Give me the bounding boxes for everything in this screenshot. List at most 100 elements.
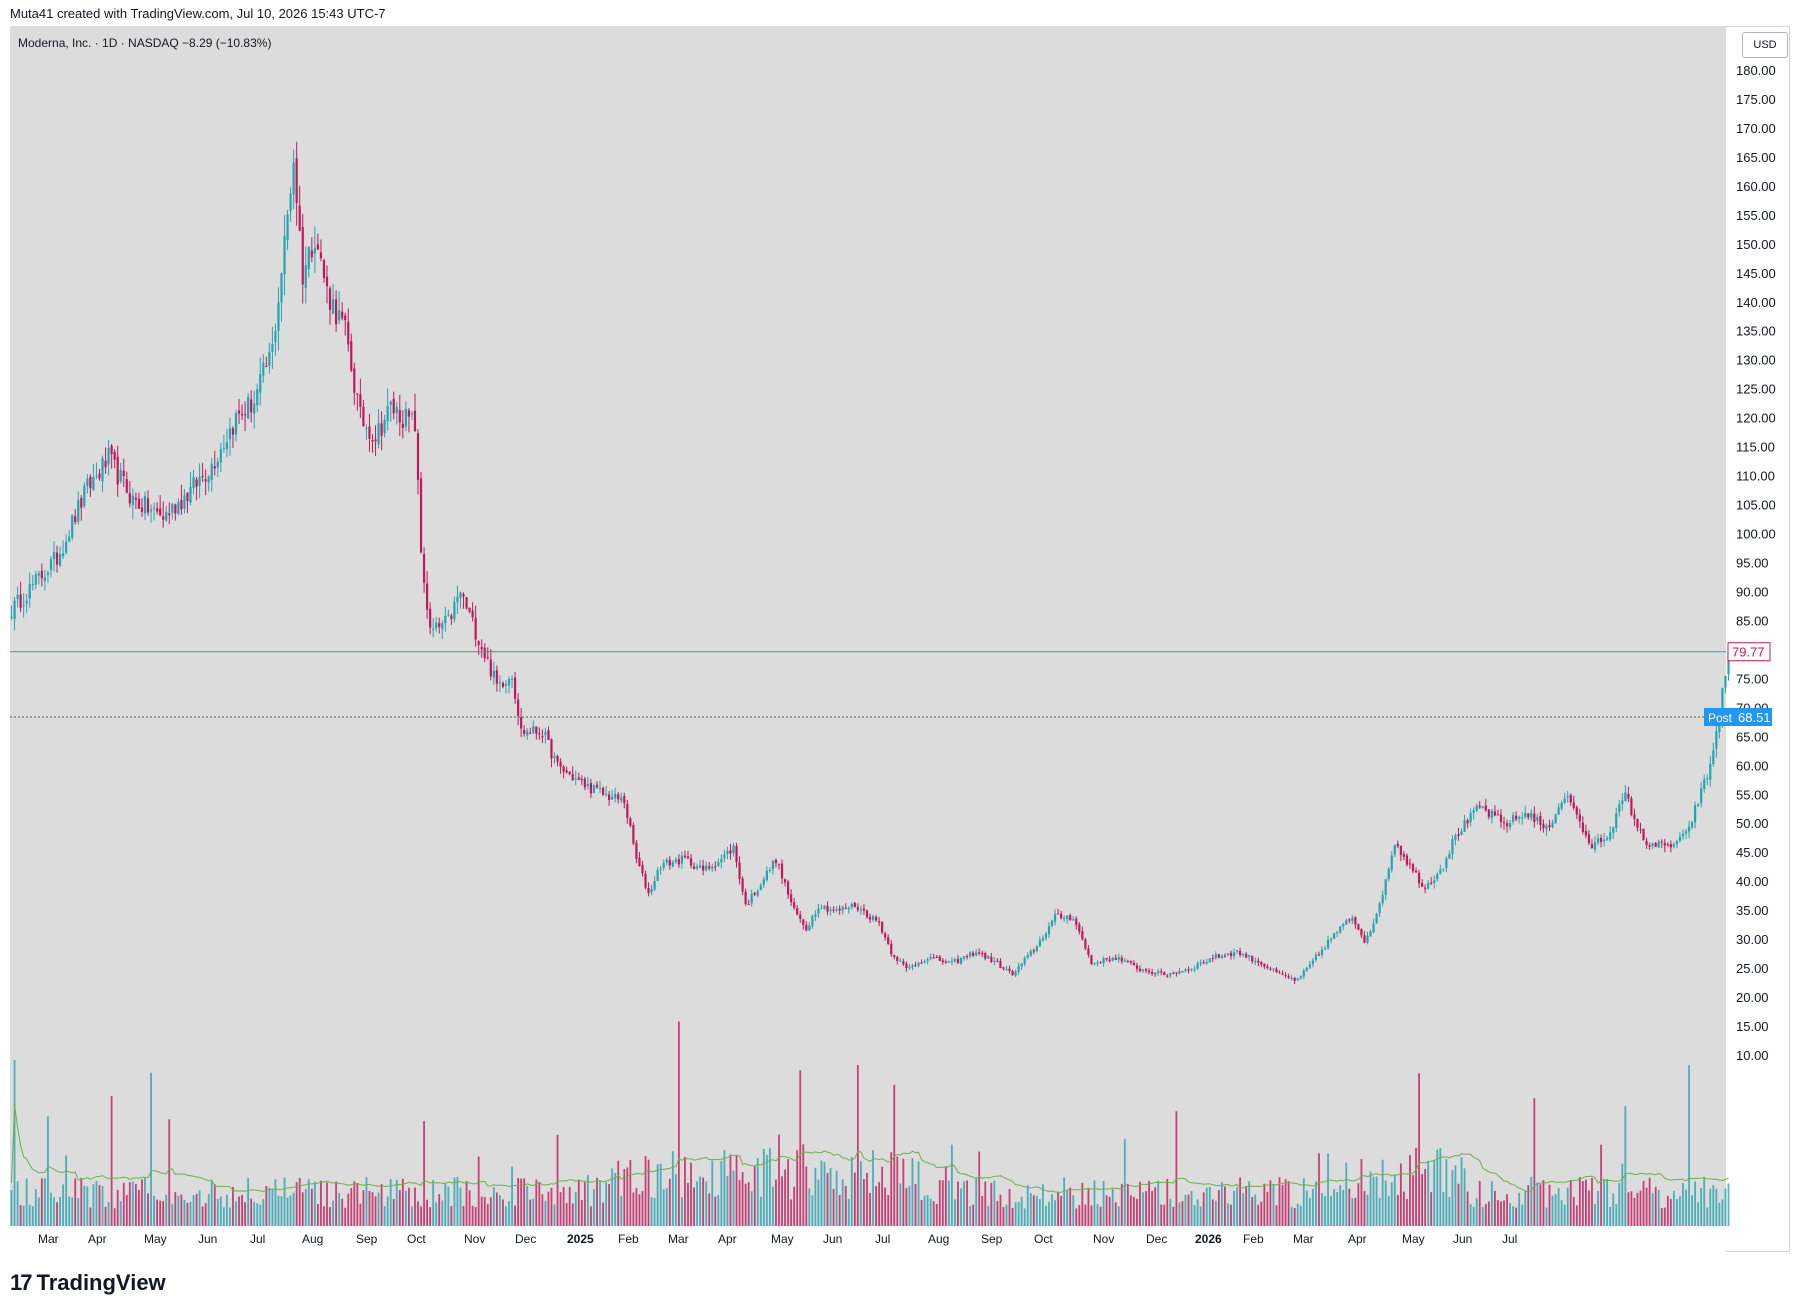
volume-bar (1145, 1191, 1147, 1226)
candle (683, 850, 687, 859)
volume-bar (875, 1186, 877, 1226)
candle (65, 534, 68, 555)
volume-bar (474, 1207, 477, 1226)
candle (1700, 781, 1703, 808)
candle (923, 959, 926, 964)
candle (119, 462, 122, 484)
price-axis[interactable]: 180.00 175.00 170.00 165.00 160.00 155.00 150.… (1736, 63, 1776, 1063)
candle (180, 484, 183, 515)
time-axis-tick-label: 2025 (567, 1232, 594, 1246)
time-axis-tick-label: Jun (1453, 1232, 1472, 1246)
volume-bar (1181, 1201, 1184, 1226)
currency-button[interactable]: USD (1742, 32, 1788, 58)
volume-bar (259, 1204, 262, 1226)
candle (216, 457, 219, 477)
time-axis-tick-label: Mar (38, 1232, 59, 1246)
price-axis-tick-label: 160.00 (1736, 179, 1776, 194)
candle (1666, 842, 1669, 847)
volume-bar (107, 1201, 110, 1226)
time-axis[interactable]: Mar Apr May Jun Jul Aug Sep Oct Nov Dec 2025 Feb Mar… (10, 1226, 1726, 1252)
volume-bar (547, 1191, 550, 1226)
candle (55, 545, 59, 573)
candle (149, 504, 153, 523)
volume-bar (620, 1196, 623, 1226)
volume-bar (1427, 1161, 1430, 1226)
volume-bar (1029, 1193, 1032, 1226)
volume-bar (972, 1204, 975, 1226)
volume-bar (884, 1187, 887, 1226)
volume-bar (265, 1186, 268, 1226)
volume-bar (1412, 1174, 1414, 1226)
price-chart[interactable]: 180.00 175.00 170.00 165.00 160.00 155.00 150.… (10, 26, 1790, 1252)
candle (1545, 823, 1548, 836)
volume-bar (765, 1154, 768, 1226)
candle (1081, 926, 1084, 941)
volume-bar (180, 1194, 183, 1226)
volume-bar (1117, 1206, 1120, 1226)
candle (1102, 956, 1105, 967)
candle (1099, 961, 1102, 964)
candle (353, 362, 356, 405)
volume-bar (1669, 1199, 1672, 1226)
volume-bar (517, 1177, 520, 1226)
candle (1518, 815, 1521, 824)
volume-bar (1090, 1205, 1093, 1226)
volume-bar (1709, 1188, 1712, 1226)
volume-bar (1666, 1195, 1669, 1226)
volume-bar (586, 1174, 589, 1226)
volume-bar (238, 1196, 240, 1226)
volume-bar (1560, 1200, 1563, 1226)
volume-bar (556, 1134, 559, 1226)
volume-bar (1439, 1148, 1442, 1226)
volume-bar (40, 1178, 43, 1226)
candle (52, 541, 56, 572)
volume-bar (1609, 1206, 1612, 1226)
volume-bar (1187, 1194, 1190, 1226)
candle (835, 906, 838, 913)
candle (1427, 879, 1430, 891)
candle (262, 354, 265, 383)
candle (1235, 949, 1239, 955)
time-axis-tick-label: Nov (464, 1232, 485, 1246)
volume-bar (426, 1199, 429, 1226)
candle (714, 861, 717, 872)
candle (844, 903, 847, 910)
candle (1657, 839, 1660, 848)
volume-bar (753, 1166, 756, 1226)
candle (392, 391, 395, 420)
candle (328, 286, 332, 325)
volume-bar (174, 1192, 177, 1226)
volume-bar (365, 1177, 368, 1226)
volume-bar (1224, 1186, 1226, 1226)
time-axis-tick-label: Dec (515, 1232, 536, 1246)
candle (1411, 862, 1415, 874)
price-axis-tick-label: 180.00 (1736, 63, 1776, 78)
candle (368, 413, 371, 452)
volume-bar (787, 1159, 789, 1226)
volume-bar (383, 1206, 386, 1226)
candle (295, 141, 298, 226)
candle (1633, 808, 1636, 826)
candle (1669, 840, 1672, 853)
candle (1433, 875, 1436, 889)
volume-bar (847, 1198, 850, 1226)
candle (1548, 819, 1551, 832)
volume-bar (138, 1189, 140, 1226)
candle (95, 462, 98, 480)
candle (104, 447, 107, 474)
volume-bar (317, 1203, 319, 1226)
volume-bar (926, 1195, 929, 1226)
candle (1339, 925, 1342, 934)
volume-bar (207, 1194, 210, 1226)
volume-bar (687, 1182, 689, 1226)
time-axis-tick-label: Jul (875, 1232, 890, 1246)
candle (1536, 813, 1539, 825)
candle (765, 866, 768, 882)
candle (699, 860, 702, 869)
volume-bar (735, 1155, 738, 1226)
volume-bar (1557, 1188, 1560, 1226)
volume-bar (823, 1162, 826, 1226)
candle (1311, 957, 1314, 968)
candle (1490, 808, 1493, 824)
volume-bar (1506, 1194, 1508, 1226)
